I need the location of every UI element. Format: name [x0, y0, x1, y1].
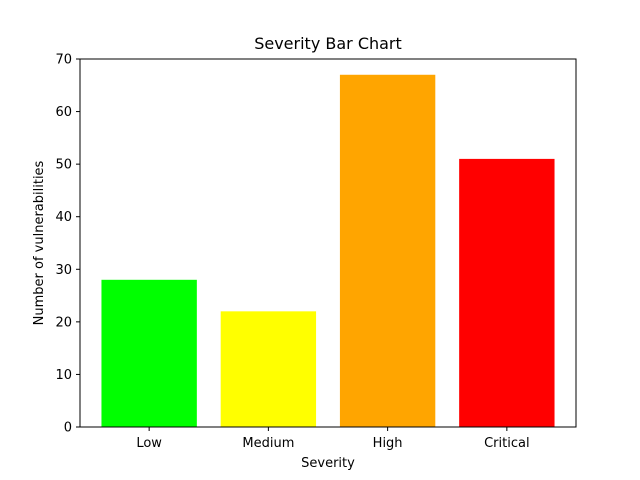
y-tick-label: 40: [55, 210, 72, 225]
y-tick-label: 60: [55, 105, 72, 120]
y-tick-label: 30: [55, 263, 72, 278]
y-tick-label: 70: [55, 53, 72, 68]
x-axis-label: Severity: [301, 456, 355, 471]
x-axis: Low Medium High Critical: [136, 427, 530, 451]
bar-high: [339, 74, 436, 428]
bar-low: [101, 279, 197, 427]
plot-frame: [79, 58, 577, 428]
bar-critical: [459, 158, 555, 427]
y-tick-label: 20: [55, 315, 72, 330]
y-tick-label: 10: [55, 368, 72, 383]
y-axis-label: Number of vulnerabilities: [32, 160, 47, 325]
chart-title: Severity Bar Chart: [254, 34, 402, 53]
x-tick-label: Medium: [242, 436, 294, 451]
x-tick-label: Low: [136, 436, 162, 451]
y-tick-label: 50: [55, 158, 72, 173]
bars-layer: [101, 74, 555, 428]
bar-medium: [220, 311, 317, 427]
x-tick-label: Critical: [484, 436, 529, 451]
y-axis: 0 10 20 30 40 50 60 70: [55, 53, 80, 436]
y-tick-label: 0: [64, 421, 72, 436]
x-tick-label: High: [373, 436, 403, 451]
